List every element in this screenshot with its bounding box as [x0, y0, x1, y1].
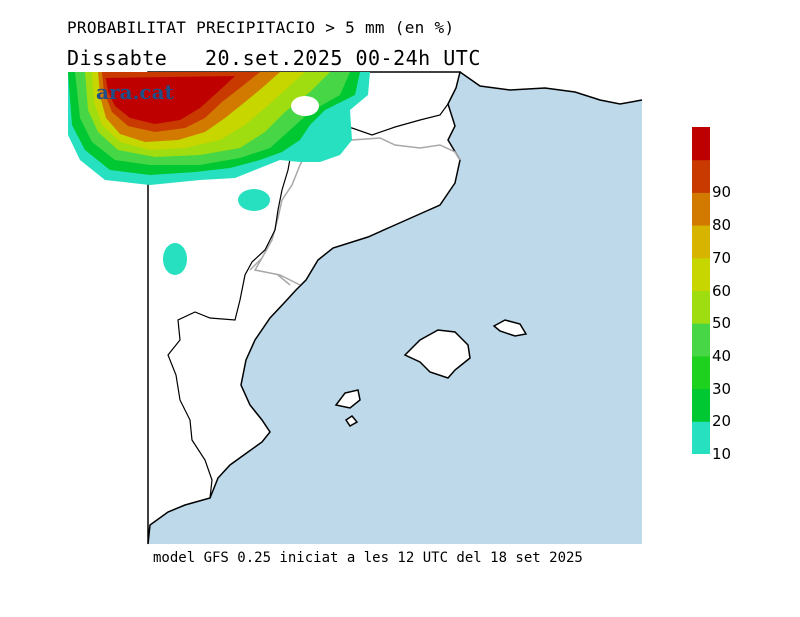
- colorbar: [692, 127, 710, 454]
- colorbar-swatch: [692, 192, 710, 226]
- colorbar-label: 70: [712, 248, 732, 267]
- probability-field: [68, 72, 370, 275]
- menorca: [492, 319, 528, 337]
- colorbar-swatch: [692, 225, 710, 259]
- colorbar-swatch: [692, 257, 710, 291]
- border-west: [167, 124, 296, 499]
- land-area: [147, 71, 461, 545]
- colorbar-label: 30: [712, 379, 732, 398]
- region-borders: [249, 137, 461, 286]
- colorbar-label: 50: [712, 314, 732, 333]
- prob-blob-2: [163, 243, 187, 275]
- map-title: PROBABILITAT PRECIPITACIO > 5 mm (en %): [67, 18, 455, 37]
- colorbar-swatch: [692, 355, 710, 390]
- france-land: [148, 72, 642, 104]
- ibiza: [334, 389, 361, 409]
- colorbar-label: 90: [712, 183, 732, 202]
- prob-gap: [291, 96, 319, 116]
- colorbar-label: 80: [712, 216, 732, 235]
- ara-cat-logo: ara.cat: [96, 80, 174, 104]
- colorbar-label: 40: [712, 346, 732, 365]
- colorbar-label: 10: [712, 445, 732, 463]
- mallorca: [403, 329, 471, 379]
- colorbar-swatch: [692, 323, 710, 357]
- colorbar-label: 60: [712, 281, 732, 300]
- colorbar-swatch: [692, 290, 710, 324]
- colorbar-swatch: [692, 421, 710, 454]
- formentera: [344, 415, 359, 427]
- colorbar-swatch: [692, 127, 710, 161]
- colorbar-swatch: [692, 388, 710, 422]
- prob-90: [106, 76, 235, 124]
- model-note: model GFS 0.25 iniciat a les 12 UTC del …: [153, 550, 583, 566]
- coastline-north: [459, 71, 643, 105]
- map-date-line: Dissabte 20.set.2025 00-24h UTC: [67, 46, 481, 70]
- colorbar-label: 20: [712, 412, 732, 431]
- colorbar-swatch: [692, 159, 710, 193]
- prob-blob-1: [238, 189, 270, 211]
